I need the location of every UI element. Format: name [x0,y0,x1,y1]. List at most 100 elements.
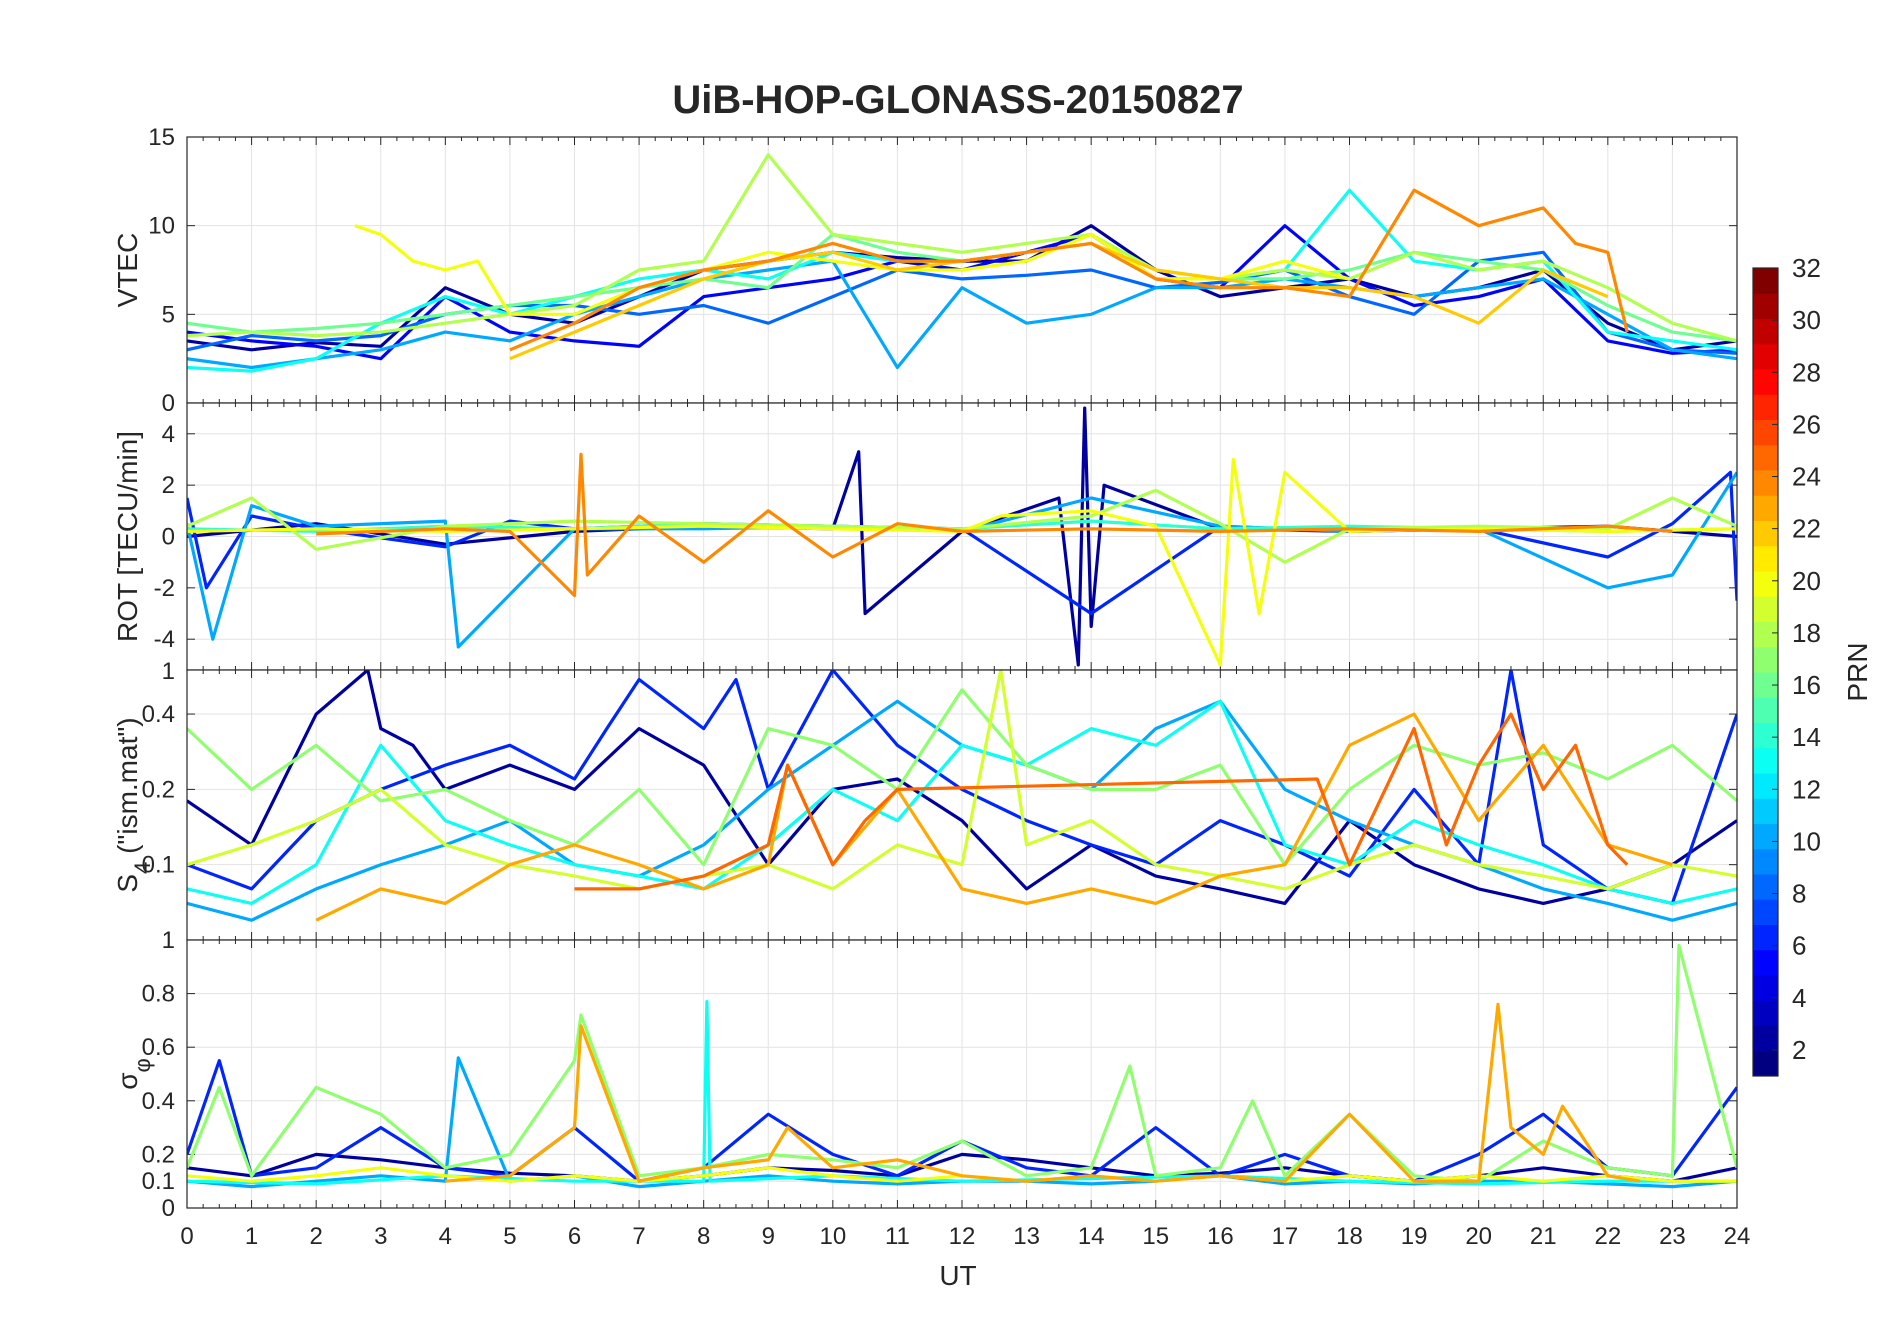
x-tick-label: 3 [374,1223,387,1250]
colorbar-swatch [1753,747,1778,774]
x-tick-label: 23 [1659,1223,1686,1250]
colorbar-swatch [1753,470,1778,496]
colorbar-swatch [1753,773,1778,799]
x-tick-label: 16 [1207,1223,1234,1250]
colorbar-swatch [1753,520,1778,547]
series-prn-20 [187,457,1737,667]
x-tick-label: 8 [697,1223,710,1250]
series-prn-24 [509,188,1629,352]
axes-frame [186,939,1738,1209]
x-tick-label: 21 [1530,1223,1557,1250]
y-tick-label: 5 [162,301,175,328]
colorbar-swatch [1753,949,1778,976]
x-tick-label: 15 [1142,1223,1169,1250]
colorbar-tick-label: 14 [1792,722,1821,752]
x-tick-label: 17 [1272,1223,1299,1250]
x-tick-label: 10 [819,1223,846,1250]
y-tick-label: 2 [162,472,175,499]
x-tick-label: 11 [885,1223,910,1250]
series-prn-13 [187,699,1737,906]
colorbar-tick-label: 24 [1792,462,1821,492]
colorbar-swatch [1753,1000,1778,1026]
series-prn-2 [187,670,1737,906]
y-axis-label: VTEC [112,233,143,308]
x-tick-label: 18 [1336,1223,1363,1250]
colorbar-swatch [1753,874,1778,900]
colorbar-swatch [1753,293,1778,319]
colorbar-swatch [1753,444,1778,471]
x-tick-label: 4 [439,1223,452,1250]
x-tick-label: 5 [503,1223,516,1250]
y-tick-label: 1 [162,658,175,685]
series-prn-6 [187,1058,1737,1183]
figure-title: UiB-HOP-GLONASS-20150827 [672,78,1243,122]
y-tick-label: 15 [148,124,175,151]
x-tick-label: 2 [309,1223,322,1250]
x-tick-label: 9 [762,1223,775,1250]
colorbar-swatch [1753,722,1778,749]
x-tick-label: 22 [1594,1223,1621,1250]
y-axis-label: S4 ("ism.mat") [112,717,155,892]
series-prn-17 [187,943,1737,1183]
y-tick-label: -2 [154,575,175,602]
y-axis-label: ROT [TECU/min] [112,431,143,642]
y-tick-label: 0 [162,390,175,417]
colorbar-label: PRN [1842,642,1873,701]
colorbar-tick-label: 2 [1792,1035,1806,1065]
y-tick-label: 0.8 [142,981,175,1008]
y-tick-label: 0.2 [142,776,175,803]
y-tick-label: 0.1 [142,852,175,879]
x-axis-label: UT [939,1260,976,1291]
series-group [187,943,1737,1189]
colorbar-tick-label: 30 [1792,305,1821,335]
y-tick-label: 4 [162,421,175,448]
x-tick-label: 7 [632,1223,645,1250]
colorbar-swatch [1753,369,1778,395]
colorbar-tick-label: 10 [1792,826,1821,856]
y-tick-label: 0.1 [142,1168,175,1195]
series-prn-23 [445,1002,1641,1183]
x-tick-label: 1 [245,1223,258,1250]
colorbar-swatch [1753,318,1778,345]
y-tick-label: 0.4 [142,1088,175,1115]
panel-1: 0 5 10 15 VTEC [112,124,1738,417]
x-tick-label: 20 [1465,1223,1492,1250]
colorbar-tick-label: 8 [1792,879,1806,909]
colorbar-swatch [1753,419,1778,446]
colorbar-swatch [1753,343,1778,370]
panel-2: -4 -2 0 2 4 ROT [TECU/min] [112,402,1738,671]
colorbar-tick-label: 16 [1792,670,1821,700]
x-tick-label: 12 [949,1223,976,1250]
colorbar-tick-label: 4 [1792,983,1806,1013]
colorbar-tick-label: 22 [1792,514,1821,544]
colorbar-swatch [1753,1050,1778,1077]
colorbar-swatch [1753,571,1778,597]
colorbar-tick-label: 12 [1792,774,1821,804]
colorbar-tick-label: 26 [1792,409,1821,439]
series-prn-24 [316,452,1673,598]
colorbar-swatch [1753,823,1778,850]
y-tick-label: 0 [162,524,175,551]
colorbar-tick-label: 28 [1792,357,1821,387]
series-prn-25 [574,712,1629,891]
colorbar-frame [1752,267,1779,1077]
series-prn-6 [187,670,1737,906]
x-tick-label: 13 [1013,1223,1040,1250]
colorbar-swatch [1753,596,1778,622]
y-tick-label: 10 [148,213,175,240]
colorbar-swatch [1753,646,1778,673]
colorbar-swatch [1753,1025,1778,1052]
y-tick-label: 0.2 [142,1141,175,1168]
series-prn-19 [187,670,1737,891]
colorbar-swatch [1753,268,1778,294]
y-tick-label: 0.4 [142,701,175,728]
colorbar-swatch [1753,848,1778,875]
colorbar-swatch [1753,545,1778,572]
colorbar-swatch [1753,975,1778,1001]
series-prn-23 [315,712,1673,922]
colorbar-tick-label: 6 [1792,931,1806,961]
colorbar-swatch [1753,697,1778,723]
